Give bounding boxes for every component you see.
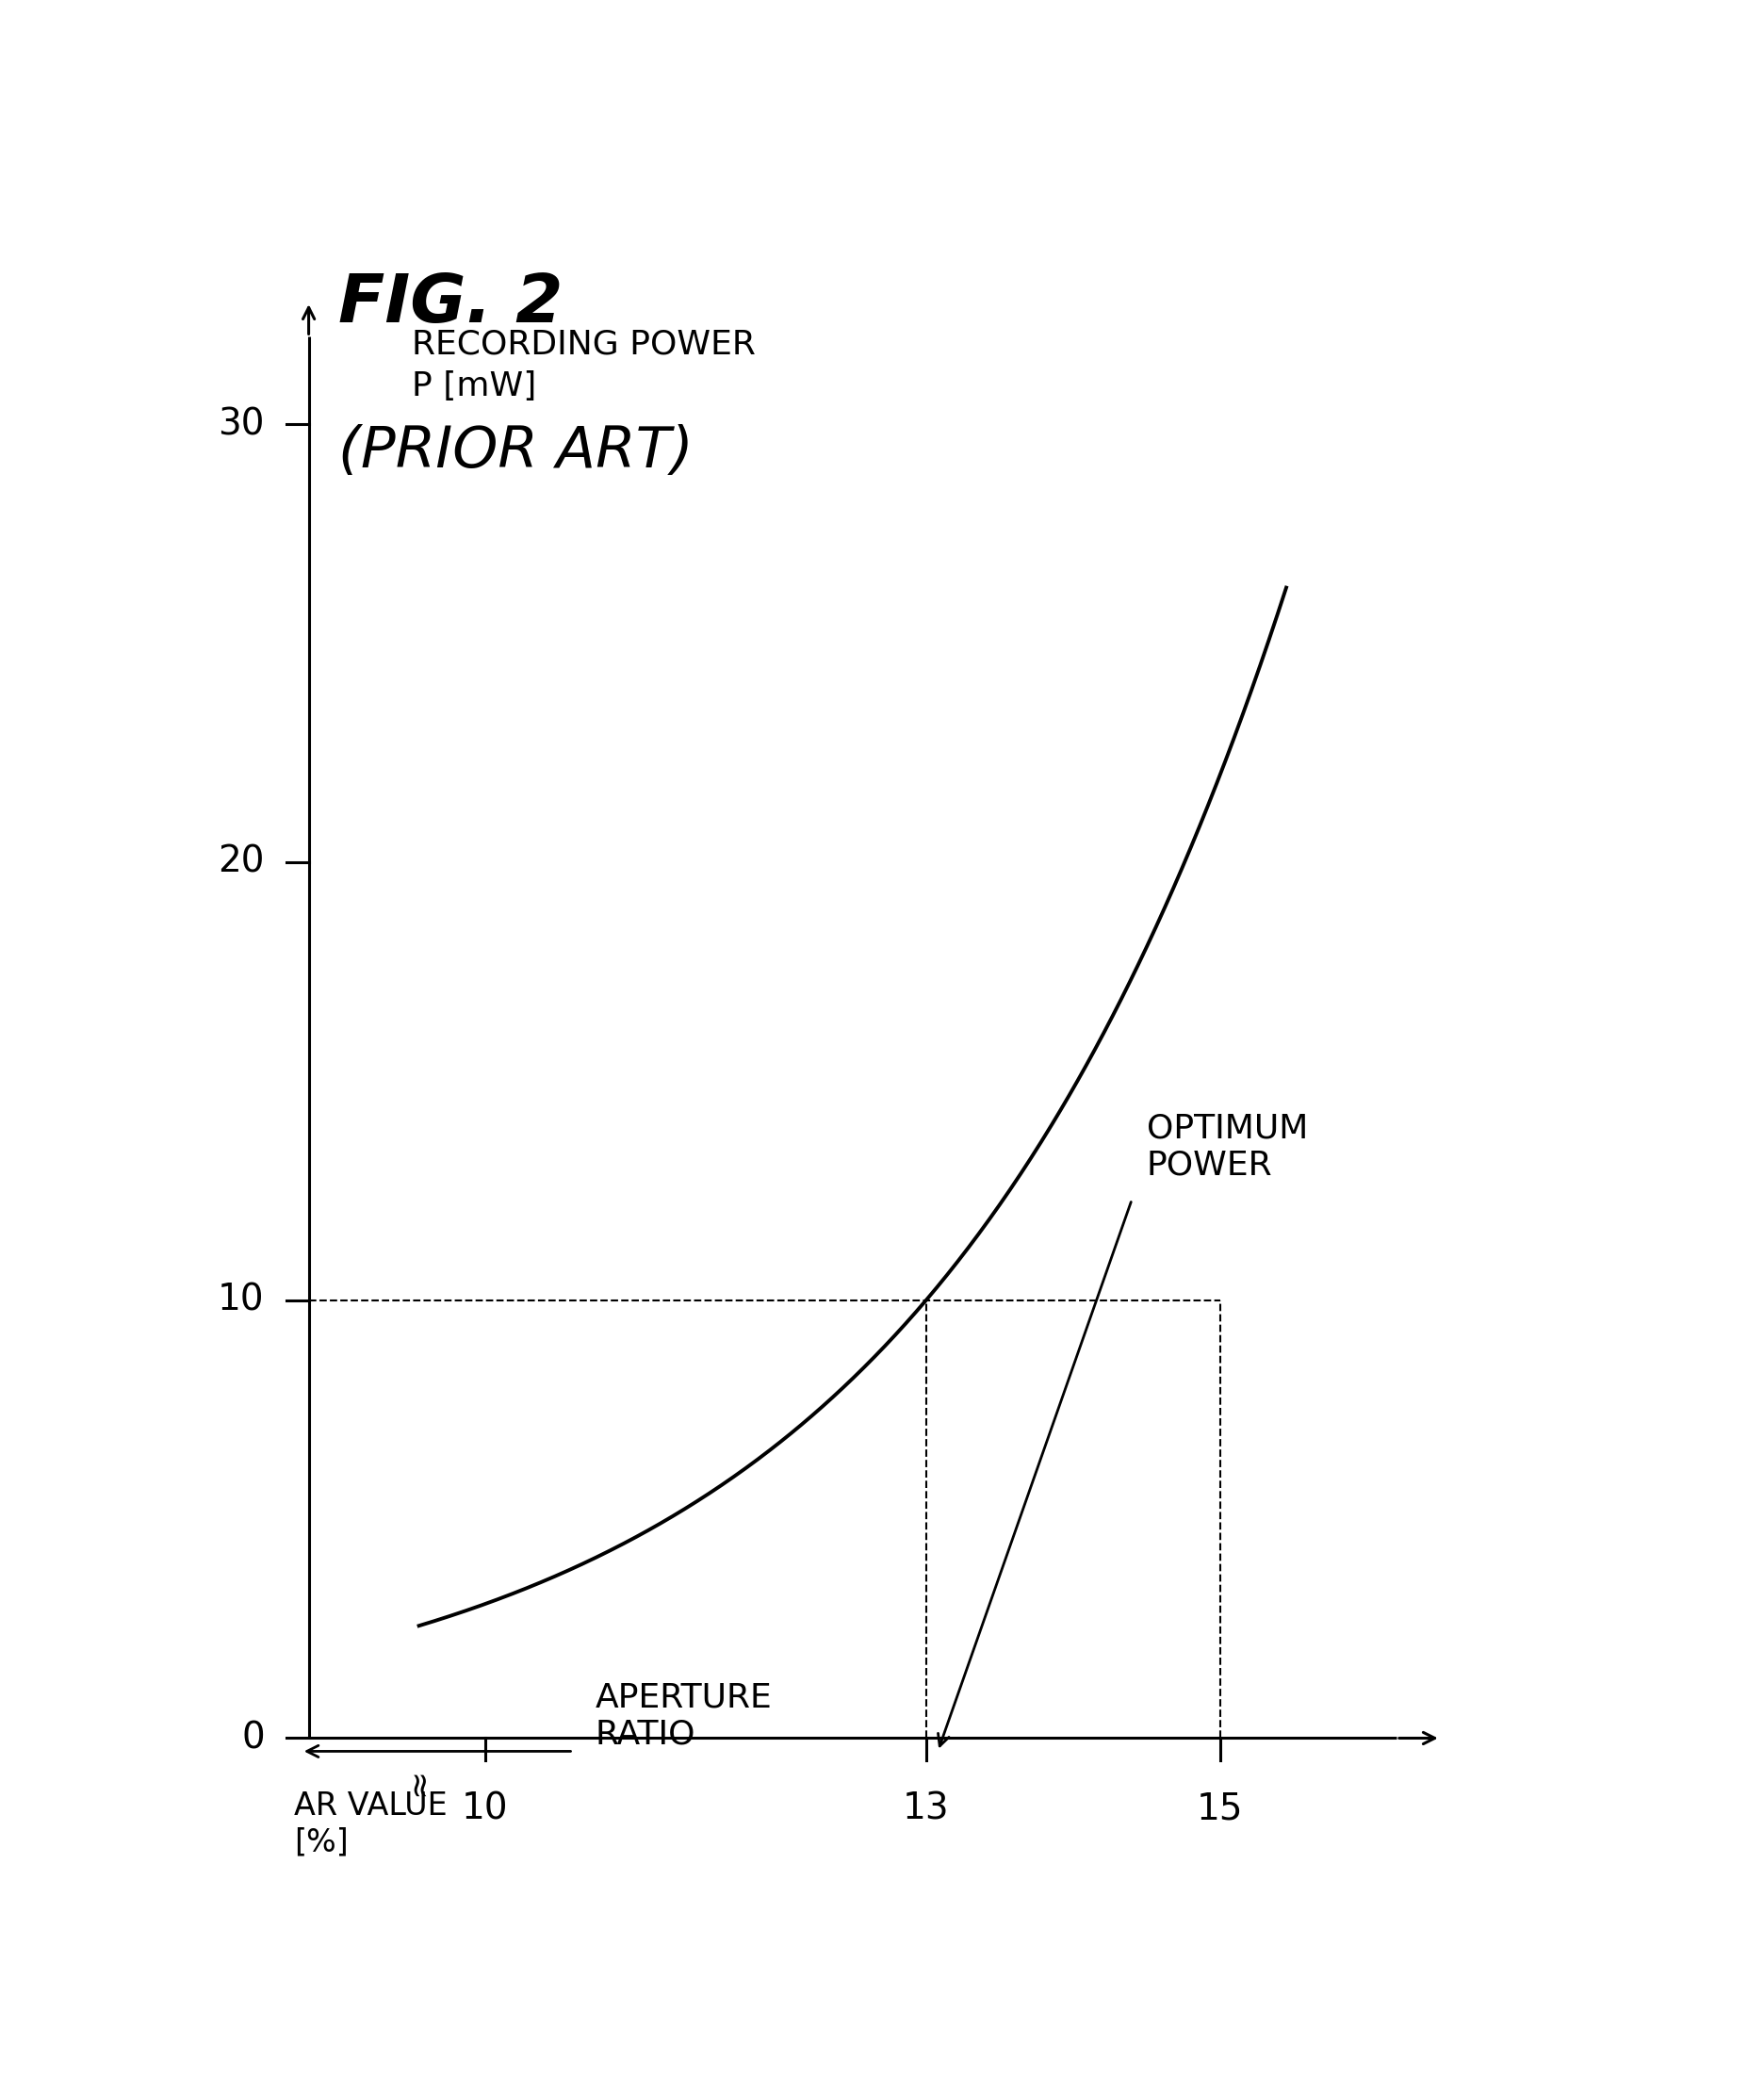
Text: APERTURE
RATIO: APERTURE RATIO — [596, 1682, 773, 1750]
Text: 10: 10 — [462, 1792, 508, 1827]
Text: OPTIMUM
POWER: OPTIMUM POWER — [1147, 1113, 1309, 1181]
Text: (PRIOR ART): (PRIOR ART) — [339, 424, 693, 480]
Text: ≈: ≈ — [402, 1767, 436, 1796]
Text: 20: 20 — [219, 845, 265, 880]
Text: 0: 0 — [242, 1721, 265, 1756]
Text: AR VALUE
[%]: AR VALUE [%] — [295, 1792, 448, 1858]
Text: RECORDING POWER
P [mW]: RECORDING POWER P [mW] — [411, 328, 755, 403]
Text: 15: 15 — [1196, 1792, 1244, 1827]
Text: 10: 10 — [217, 1283, 265, 1318]
Text: 30: 30 — [219, 407, 265, 442]
Text: FIG. 2: FIG. 2 — [339, 272, 563, 336]
Text: 13: 13 — [903, 1792, 949, 1827]
